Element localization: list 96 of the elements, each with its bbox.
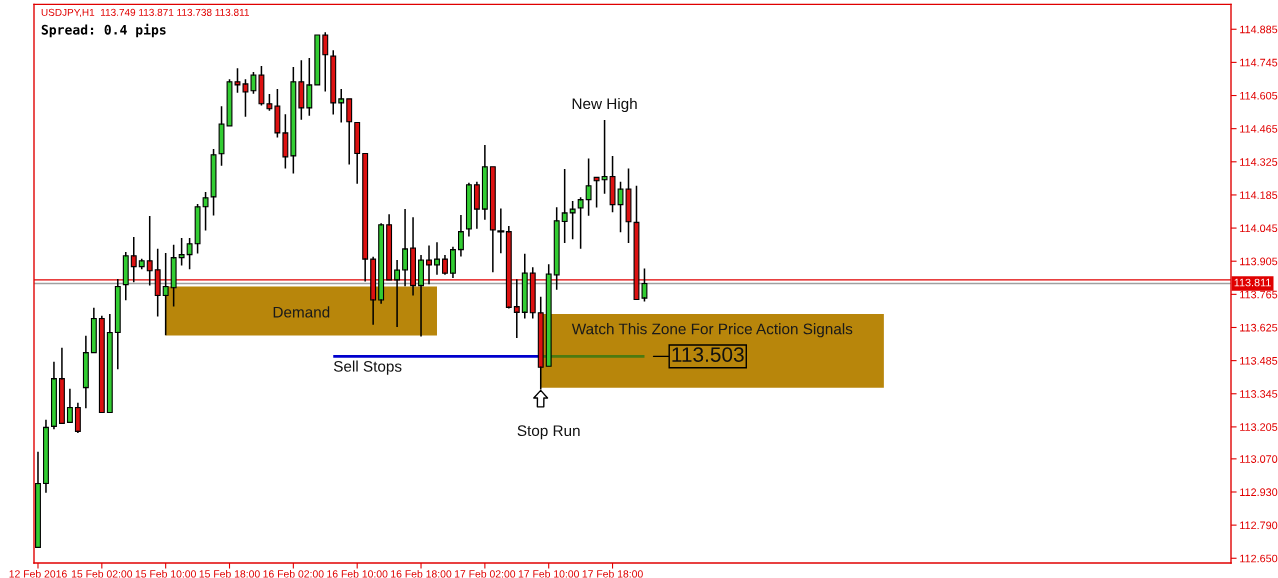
y-tick-label: 112.930 [1240, 488, 1278, 497]
y-tick-label: 113.765 [1240, 290, 1278, 299]
candlestick [306, 58, 313, 116]
chart-title: USDJPY,H1 113.749 113.871 113.738 113.811 [41, 8, 249, 18]
y-tick-label: 114.045 [1240, 224, 1278, 233]
y-tick-label: 113.485 [1240, 356, 1278, 365]
y-tick-label: 114.745 [1240, 58, 1278, 67]
candlestick [418, 255, 424, 337]
candlestick [330, 50, 337, 115]
candlestick [354, 121, 361, 184]
text: Spread: 0.4 pips [41, 23, 166, 38]
y-tick-label: 113.345 [1240, 390, 1278, 398]
candlestick [154, 248, 161, 317]
x-tick-label: 16 Feb 18:00 [391, 569, 452, 578]
band-label: Watch This Zone For Price Action Signals [571, 323, 853, 338]
candlestick [465, 184, 472, 237]
ref-line-label: Sell Stops [333, 360, 402, 375]
candlestick [362, 152, 369, 282]
candlestick [450, 246, 456, 279]
candlestick [274, 89, 281, 138]
candlestick [170, 244, 177, 307]
ref-line-label: 113.811 [1234, 278, 1271, 287]
candlestick [577, 197, 584, 249]
candlestick [386, 214, 393, 281]
candlestick [593, 176, 600, 208]
candlestick [314, 34, 321, 86]
annotation: Stop Run [517, 425, 580, 440]
candlestick [186, 237, 193, 270]
y-tick-label: 114.885 [1240, 25, 1278, 34]
candlestick [90, 307, 97, 354]
candlestick [513, 279, 520, 338]
candlestick [98, 315, 105, 414]
x-tick-label: 15 Feb 10:00 [135, 569, 196, 578]
candlestick [258, 66, 265, 105]
candlestick [202, 192, 209, 231]
candlestick [106, 313, 113, 414]
candlestick [402, 209, 409, 287]
candlestick [210, 148, 217, 216]
candlestick [473, 181, 480, 229]
candlestick [442, 255, 448, 274]
candlestick [298, 60, 305, 120]
candlestick [561, 169, 568, 244]
candlestick [553, 207, 560, 290]
y-tick-label: 113.205 [1240, 423, 1278, 431]
y-tick-label: 112.650 [1240, 554, 1278, 563]
candlestick [58, 347, 65, 424]
candlestick [370, 256, 377, 325]
x-tick-label: 17 Feb 10:00 [518, 569, 579, 578]
y-tick-label: 114.185 [1240, 191, 1278, 199]
candlestick [178, 237, 185, 266]
candlestick [130, 237, 137, 283]
x-tick-label: 17 Feb 02:00 [454, 569, 516, 578]
x-tick-label: 16 Feb 10:00 [327, 569, 388, 578]
x-tick-label: 16 Feb 02:00 [263, 569, 324, 578]
candlestick [138, 260, 145, 270]
candlestick [338, 89, 345, 123]
y-tick-label: 114.465 [1240, 125, 1278, 133]
ref-line-label: 113.503 [672, 347, 744, 362]
band-label: Demand [273, 306, 330, 318]
candlestick [529, 267, 536, 319]
y-tick-label: 113.070 [1240, 455, 1278, 463]
x-tick-label: 15 Feb 02:00 [71, 569, 133, 578]
candlestick [66, 388, 73, 423]
candlestick [35, 451, 41, 548]
annotation: New High [572, 97, 637, 113]
candlestick [51, 361, 57, 430]
candlestick [282, 114, 289, 169]
candlestick [346, 98, 353, 165]
candlestick [162, 252, 169, 336]
y-tick-label: 112.790 [1240, 521, 1278, 530]
y-tick-label: 113.625 [1240, 323, 1278, 332]
y-tick-label: 113.905 [1240, 257, 1278, 266]
candlestick [290, 67, 297, 174]
candlestick [82, 335, 89, 409]
candlestick [43, 419, 49, 493]
candlestick [378, 224, 385, 304]
candlestick [585, 158, 592, 216]
candlestick [322, 32, 329, 92]
candlestick [122, 251, 129, 301]
x-tick-label: 17 Feb 18:00 [582, 569, 643, 578]
candlestick [114, 278, 121, 370]
candlestick [426, 245, 432, 285]
candlestick [481, 144, 488, 220]
candlestick [521, 253, 528, 319]
x-tick-label: 15 Feb 18:00 [199, 569, 260, 578]
candlestick [394, 259, 401, 328]
candlestick [146, 215, 153, 286]
candlestick [505, 225, 512, 308]
candlestick [569, 201, 576, 240]
candlestick [410, 217, 416, 296]
y-tick-label: 114.605 [1240, 91, 1278, 100]
y-tick-label: 114.325 [1240, 158, 1278, 166]
x-tick-label: 12 Feb 2016 [9, 569, 67, 578]
candlestick [434, 242, 440, 275]
candlestick [457, 215, 464, 257]
candlestick [74, 402, 81, 432]
